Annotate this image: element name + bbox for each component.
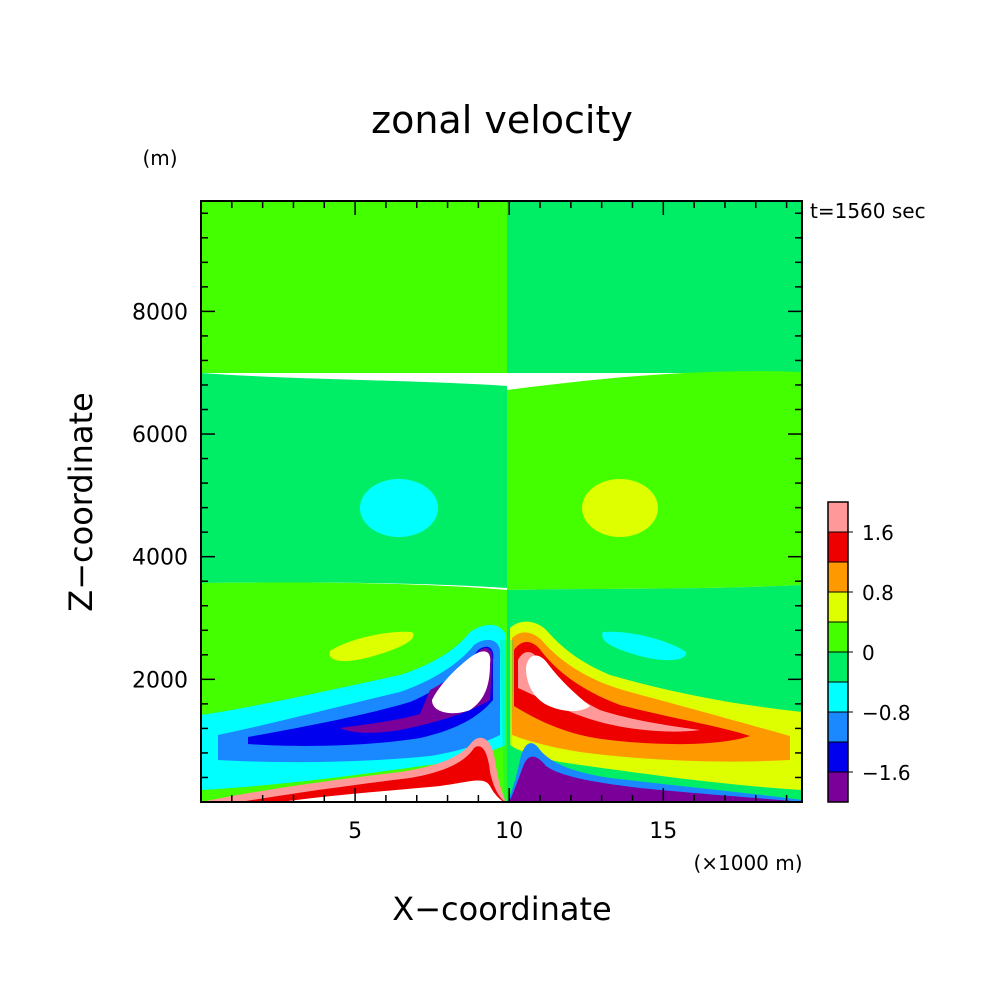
y-tick-label: 6000	[132, 423, 188, 448]
colorbar: 1.6 0.8 0 −0.8 −1.6	[827, 501, 911, 803]
colorbar-bin	[827, 771, 849, 803]
plot-frame	[200, 200, 803, 803]
colorbar-bin	[827, 711, 849, 743]
x-axis-label: X−coordinate	[392, 890, 611, 928]
colorbar-bin	[827, 591, 849, 623]
colorbar-bin	[827, 681, 849, 713]
band-middle-right	[507, 371, 802, 590]
colorbar-tick-label: 0.8	[862, 581, 894, 605]
band-upper-right	[507, 201, 802, 373]
colorbar-bin	[827, 501, 849, 533]
center-gap	[500, 640, 514, 802]
small-positive-streak	[329, 631, 414, 662]
y-tick-labels: 2000 4000 6000 8000	[132, 300, 188, 693]
colorbar-tick-label: 1.6	[862, 521, 894, 545]
y-tick-label: 8000	[132, 300, 188, 325]
colorbar-tick-label: 0	[862, 641, 875, 665]
chart-title: zonal velocity	[371, 98, 633, 142]
x-tick-labels: 5 10 15	[348, 819, 677, 844]
time-label: t=1560 sec	[810, 199, 926, 223]
y-axis-label: Z−coordinate	[62, 392, 100, 611]
x-tick-label: 15	[649, 819, 677, 844]
negative-cell	[360, 479, 438, 537]
y-unit-label: (m)	[142, 146, 177, 170]
band-middle-left	[201, 373, 507, 588]
colorbar-tick-label: −1.6	[862, 761, 911, 785]
positive-wedge-red	[514, 641, 750, 745]
positive-wedge-white	[526, 655, 590, 712]
positive-cell	[582, 479, 658, 537]
x-tick-label: 10	[495, 819, 523, 844]
x-unit-label: (×1000 m)	[693, 851, 802, 875]
band-upper-left	[201, 201, 507, 373]
colorbar-bin	[827, 531, 849, 563]
colorbar-tick-label: −0.8	[862, 701, 911, 725]
y-tick-label: 4000	[132, 546, 188, 571]
plot-area	[201, 201, 802, 802]
colorbar-bin	[827, 741, 849, 773]
small-negative-streak	[602, 631, 687, 661]
surface-negative-deep	[509, 756, 802, 802]
colorbar-bin	[827, 621, 849, 653]
colorbar-bin	[827, 651, 849, 683]
colorbar-bin	[827, 561, 849, 593]
axis-ticks	[201, 201, 802, 802]
x-tick-label: 5	[348, 819, 362, 844]
negative-wedge-white	[432, 651, 491, 714]
y-tick-label: 2000	[132, 668, 188, 693]
